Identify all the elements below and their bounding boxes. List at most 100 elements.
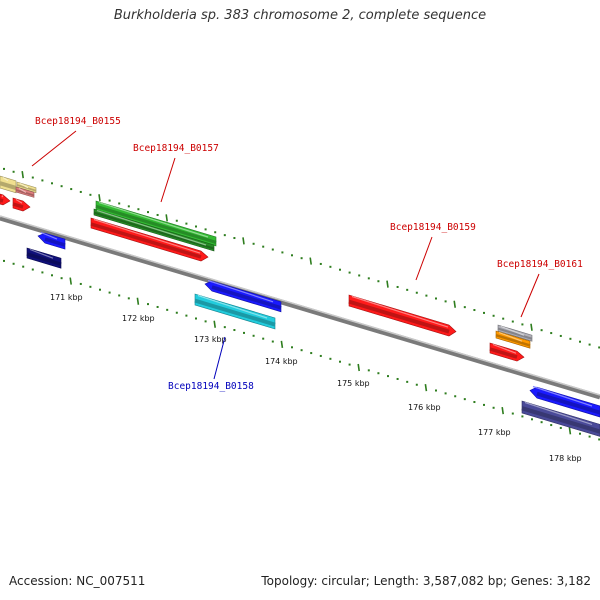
lower-tick-track <box>3 259 600 441</box>
lower-tick-minor <box>22 265 25 268</box>
gene-green-lower[interactable] <box>93 208 215 252</box>
upper-tick-minor <box>108 199 111 202</box>
lower-tick-minor <box>108 291 111 294</box>
lower-tick-minor <box>579 432 581 435</box>
lower-tick-minor <box>473 401 476 404</box>
lower-tick-minor <box>511 412 514 415</box>
lower-tick-minor <box>166 308 169 311</box>
gene-red-edge[interactable] <box>0 193 11 206</box>
upper-tick-minor <box>502 317 505 320</box>
gene-label-b0157-leader <box>160 157 176 203</box>
upper-tick-minor <box>89 193 92 196</box>
lower-tick-minor <box>310 352 313 355</box>
lower-tick-major <box>424 384 428 392</box>
gene-navy-left[interactable] <box>26 247 62 269</box>
upper-tick-minor <box>233 237 236 240</box>
gene-pink-small[interactable] <box>15 186 35 198</box>
axis-tick-label: 177 kbp <box>478 428 511 437</box>
gene-labels: Bcep18194_B0155 Bcep18194_B0157 Bcep18194_… <box>31 116 583 392</box>
upper-tick-minor <box>319 262 322 265</box>
upper-tick-minor <box>559 334 562 337</box>
lower-tick-minor <box>243 331 245 334</box>
upper-tick-minor <box>367 277 370 280</box>
gene-blue-right[interactable] <box>529 385 600 418</box>
upper-tick-major <box>530 323 533 331</box>
upper-tick-minor <box>271 248 274 251</box>
gene-label-b0155-leader <box>31 130 77 167</box>
lower-tick-minor <box>89 285 92 288</box>
lower-tick-minor <box>348 363 351 366</box>
backbone-line <box>0 215 600 400</box>
lower-tick-minor <box>271 340 274 343</box>
lower-tick-minor <box>559 426 562 429</box>
upper-tick-minor <box>492 314 495 317</box>
upper-tick-minor <box>329 265 332 268</box>
lower-tick-major <box>213 320 216 328</box>
lower-tick-minor <box>204 320 207 323</box>
gene-yellow-small[interactable] <box>16 181 37 194</box>
upper-tick-major <box>386 280 389 288</box>
gene-label-b0157[interactable]: Bcep18194_B0157 <box>133 143 219 154</box>
upper-tick-minor <box>223 234 226 237</box>
lower-tick-major <box>136 297 140 305</box>
axis-tick-labels: 171 kbp 172 kbp 173 kbp 174 kbp 175 kbp 176 k… <box>50 293 582 463</box>
gene-orange-right[interactable] <box>495 330 531 349</box>
upper-tick-major <box>98 194 101 202</box>
upper-tick-minor <box>60 185 63 188</box>
lower-tick-minor <box>521 415 524 418</box>
gene-label-b0155[interactable]: Bcep18194_B0155 <box>35 116 121 127</box>
lower-tick-minor <box>435 389 437 392</box>
upper-tick-minor <box>262 245 265 248</box>
axis-tick-label: 178 kbp <box>549 454 582 463</box>
upper-tick-minor <box>339 268 341 271</box>
upper-tick-major <box>165 214 168 222</box>
gene-red-b[interactable] <box>348 294 457 337</box>
gene-green-upper[interactable] <box>95 200 217 247</box>
gene-red-small[interactable] <box>12 197 31 212</box>
upper-tick-major <box>242 237 245 245</box>
gene-red-a[interactable] <box>90 217 209 262</box>
upper-tick-minor <box>588 343 591 346</box>
upper-tick-minor <box>214 231 217 234</box>
upper-tick-minor <box>300 257 303 260</box>
gene-label-b0161[interactable]: Bcep18194_B0161 <box>497 259 583 270</box>
lower-tick-minor <box>156 305 159 308</box>
axis-tick-label: 176 kbp <box>408 403 441 412</box>
gene-label-b0158[interactable]: Bcep18194_B0158 <box>168 381 254 392</box>
upper-tick-minor <box>473 309 476 312</box>
upper-tick-minor <box>185 222 188 225</box>
gene-blue-mid[interactable] <box>204 279 282 313</box>
gene-gray-right[interactable] <box>497 324 533 342</box>
gene-cyan[interactable] <box>194 293 276 330</box>
page-title: Burkholderia sp. 383 chromosome 2, compl… <box>113 8 487 23</box>
lower-tick-minor <box>79 282 82 285</box>
lower-tick-minor <box>300 349 303 352</box>
upper-tick-minor <box>79 190 82 193</box>
gene-red-c[interactable] <box>489 342 525 362</box>
upper-tick-minor <box>31 176 34 179</box>
upper-tick-minor <box>598 346 600 349</box>
gene-label-b0161-leader <box>520 273 540 318</box>
lower-tick-minor <box>415 383 418 386</box>
lower-tick-minor <box>319 354 322 357</box>
upper-tick-minor <box>127 205 130 208</box>
upper-tick-minor <box>41 179 44 182</box>
gene-yellow-edge[interactable] <box>0 175 17 194</box>
gene-purple-right[interactable] <box>521 400 600 437</box>
gene-label-b0159[interactable]: Bcep18194_B0159 <box>390 222 476 233</box>
upper-tick-minor <box>569 337 572 340</box>
axis-tick-label: 172 kbp <box>122 314 155 323</box>
upper-tick-minor <box>435 297 437 300</box>
lower-tick-minor <box>12 262 15 265</box>
lower-tick-major <box>357 363 360 372</box>
lower-tick-major <box>568 427 572 435</box>
gene-blue-left[interactable] <box>37 231 66 250</box>
lower-tick-minor <box>339 360 341 363</box>
lower-tick-minor <box>540 421 543 424</box>
lower-tick-minor <box>223 326 226 329</box>
upper-tick-minor <box>396 285 399 288</box>
lower-tick-minor <box>127 297 130 300</box>
upper-tick-minor <box>483 311 485 314</box>
lower-tick-minor <box>367 369 370 372</box>
lower-tick-minor <box>291 346 293 349</box>
